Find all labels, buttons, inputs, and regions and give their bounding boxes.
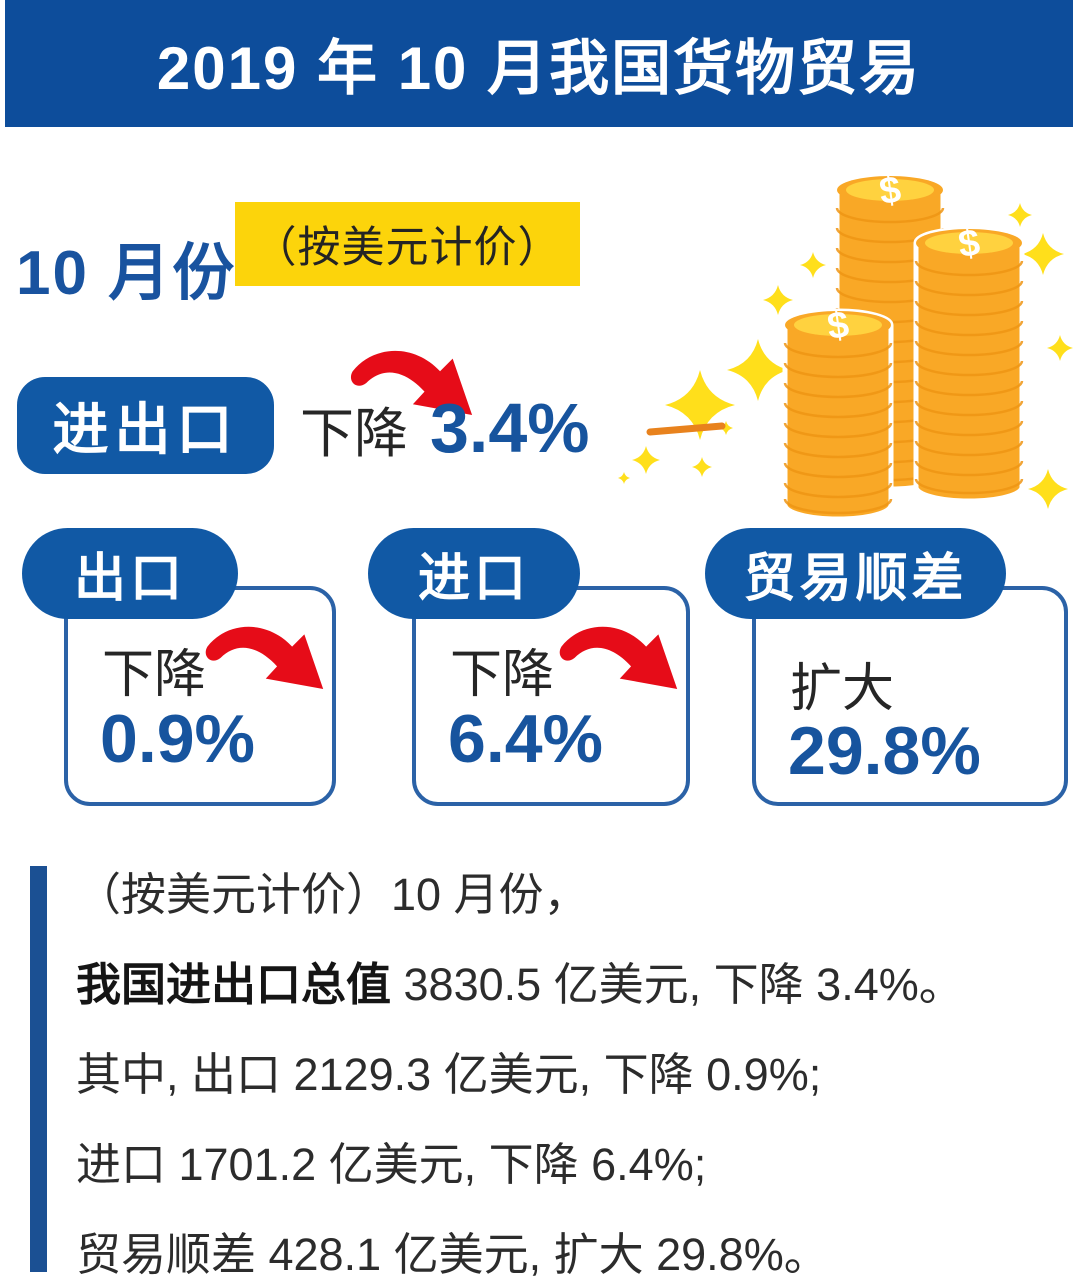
currency-note-badge: （按美元计价）: [235, 202, 580, 286]
export-direction-label: 下降: [102, 646, 207, 704]
export-card-box: 下降 0.9%: [64, 586, 336, 806]
import-change-value: 6.4%: [448, 701, 603, 777]
surplus-change-value: 29.8%: [788, 713, 981, 789]
total-direction-label: 下降: [300, 404, 408, 464]
page-title: 2019 年 10 月我国货物贸易: [156, 35, 922, 102]
summary-line-1: （按美元计价）10 月份，: [76, 869, 589, 920]
summary-line-2-rest: 3830.5 亿美元, 下降 3.4%。: [391, 959, 964, 1010]
coin-stack-right: $: [913, 222, 1025, 504]
import-pill: 进口: [368, 528, 580, 619]
summary-text: （按美元计价）10 月份， 我国进出口总值 3830.5 亿美元, 下降 3.4…: [76, 850, 1066, 1283]
export-change-value: 0.9%: [100, 701, 255, 777]
summary-line-4: 进口 1701.2 亿美元, 下降 6.4%;: [76, 1139, 707, 1190]
summary-line-2: 我国进出口总值 3830.5 亿美元, 下降 3.4%。: [76, 940, 1066, 1030]
total-trade-pill: 进出口: [17, 377, 274, 474]
import-card: 进口 下降 6.4%: [368, 528, 690, 806]
export-card: 出口 下降 0.9%: [22, 528, 336, 806]
accent-bar: [30, 866, 47, 1272]
import-direction-label: 下降: [450, 646, 555, 704]
summary-line-5: 贸易顺差 428.1 亿美元, 扩大 29.8%。: [76, 1229, 829, 1280]
summary-line-3: 其中, 出口 2129.3 亿美元, 下降 0.9%;: [76, 1049, 822, 1100]
gold-coins-illustration: $ $ $: [618, 169, 1073, 517]
export-pill: 出口: [22, 528, 238, 619]
trade-surplus-pill: 贸易顺差: [705, 528, 1006, 619]
banner: 2019 年 10 月我国货物贸易: [5, 0, 1073, 127]
trade-surplus-card-box: 扩大 29.8%: [752, 586, 1068, 806]
magic-wand-line: [646, 422, 726, 436]
total-trade-change: 下降 3.4%: [300, 388, 590, 468]
import-card-box: 下降 6.4%: [412, 586, 690, 806]
month-label: 10 月份: [16, 239, 237, 308]
trade-surplus-card: 贸易顺差 扩大 29.8%: [705, 528, 1068, 806]
decline-arrow-icon: [198, 618, 326, 694]
surplus-direction-label: 扩大: [790, 660, 895, 718]
coin-stack-left: $: [782, 304, 894, 517]
total-change-value: 3.4%: [430, 389, 590, 467]
summary-line-2-bold: 我国进出口总值: [76, 959, 392, 1010]
decline-arrow-icon: [552, 618, 680, 694]
